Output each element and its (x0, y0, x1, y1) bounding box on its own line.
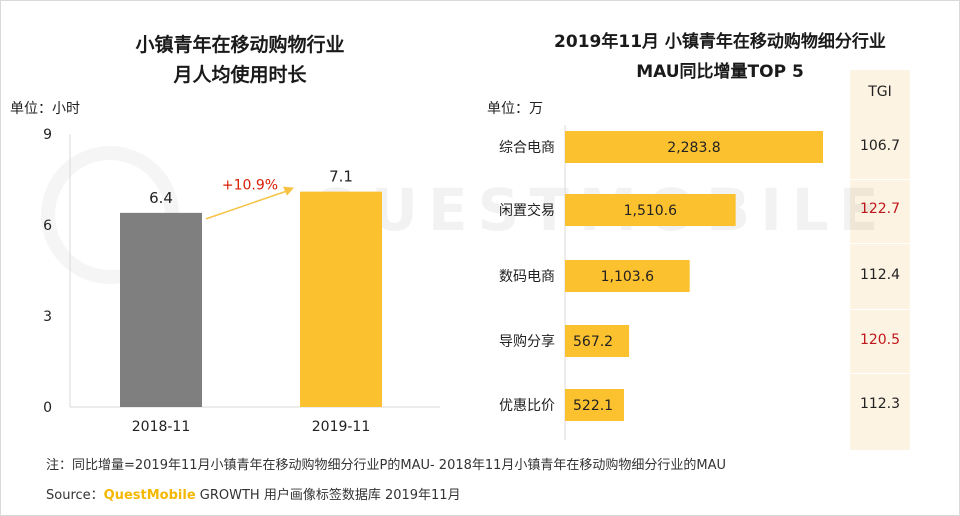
right-category-label: 优惠比价 (499, 398, 555, 414)
source-prefix: Source： (46, 488, 104, 503)
tgi-row-separator (850, 373, 910, 374)
left-y-tick-label: 3 (43, 309, 52, 325)
right-bar-value-label: 1,103.6 (601, 269, 655, 285)
right-bar-闲置交易 (565, 194, 736, 226)
right-category-label: 导购分享 (499, 333, 555, 350)
left-title-line-2: 月人均使用时长 (173, 64, 307, 86)
tgi-value: 112.4 (859, 267, 901, 283)
tgi-column-background (850, 70, 910, 450)
right-title-line-1: 2019年11月 小镇青年在移动购物细分行业 (554, 32, 886, 52)
right-unit-label: 单位：万 (487, 101, 543, 117)
right-category-label: 综合电商 (499, 140, 555, 156)
growth-arrow-head (283, 186, 294, 196)
left-x-tick-label: 2018-11 (132, 419, 191, 435)
right-bar-value-label: 567.2 (573, 334, 613, 350)
right-bar-数码电商 (565, 260, 690, 292)
right-chart-title: 2019年11月 小镇青年在移动购物细分行业 MAU同比增量TOP 5 (520, 27, 920, 87)
left-unit-label: 单位：小时 (10, 101, 80, 117)
tgi-value: 106.7 (859, 138, 901, 154)
tgi-value: 112.3 (859, 396, 901, 412)
right-title-line-2: MAU同比增量TOP 5 (636, 62, 804, 82)
source-line: Source：QuestMobile GROWTH 用户画像标签数据库 2019… (46, 484, 461, 503)
footnote: 注：同比增量=2019年11月小镇青年在移动购物细分行业P的MAU- 2018年… (46, 458, 727, 473)
growth-annotation: +10.9% (222, 178, 278, 194)
left-y-tick-label: 6 (43, 218, 52, 234)
tgi-value: 122.7 (859, 201, 901, 217)
left-y-tick-label: 9 (43, 127, 52, 143)
right-bar-综合电商 (565, 131, 823, 163)
tgi-value: 120.5 (859, 332, 901, 348)
right-category-label: 闲置交易 (499, 202, 555, 219)
left-bar-value-label: 6.4 (149, 189, 173, 207)
right-bar-value-label: 522.1 (573, 398, 613, 414)
tgi-header: TGI (868, 84, 892, 100)
growth-arrow-line (205, 189, 289, 220)
left-bar-2019-11 (300, 191, 382, 407)
tgi-row-separator (850, 308, 910, 310)
left-y-tick-label: 0 (43, 400, 52, 416)
left-bar-2018-11 (120, 212, 202, 407)
right-bar-优惠比价 (565, 389, 624, 421)
tgi-row-separator (850, 178, 910, 180)
right-bar-value-label: 2,283.8 (667, 140, 720, 156)
right-category-label: 数码电商 (499, 269, 555, 285)
left-x-tick-label: 2019-11 (312, 419, 371, 435)
left-chart-title: 小镇青年在移动购物行业 月人均使用时长 (80, 30, 400, 90)
left-title-line-1: 小镇青年在移动购物行业 (135, 34, 345, 56)
source-brand: QuestMobile (103, 488, 196, 503)
right-bar-导购分享 (565, 325, 630, 357)
left-bar-value-label: 7.1 (329, 168, 353, 186)
tgi-row-separator (850, 243, 910, 244)
source-suffix: GROWTH 用户画像标签数据库 2019年11月 (195, 488, 461, 503)
right-bar-value-label: 1,510.6 (624, 203, 678, 219)
